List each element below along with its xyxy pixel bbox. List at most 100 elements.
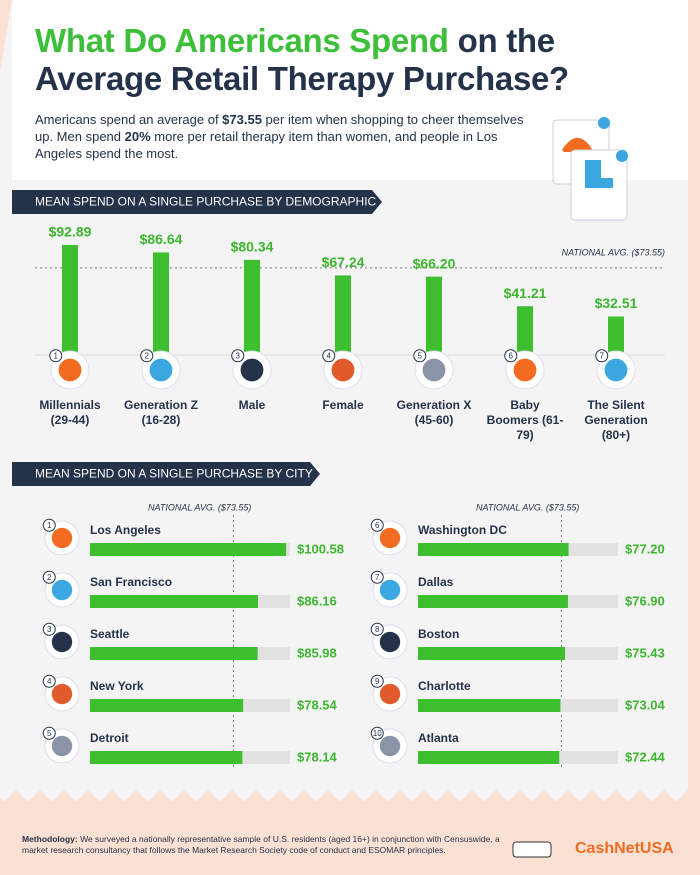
value-label: $86.16: [297, 593, 337, 608]
methodology: Methodology: We surveyed a nationally re…: [22, 834, 502, 856]
rank-label: 4: [47, 677, 52, 686]
bar: [335, 275, 351, 355]
value-label: $80.34: [231, 239, 274, 255]
subtitle-part: Americans spend an average of: [35, 112, 223, 127]
bar: [62, 245, 78, 355]
title: What Do Americans Spend on the Average Re…: [35, 22, 675, 98]
value-label: $66.20: [413, 255, 456, 271]
rank-label: 6: [509, 351, 514, 360]
rank-badge: [42, 570, 56, 584]
icon-figure: [513, 358, 537, 382]
value-label: $85.98: [297, 645, 337, 660]
rank-label: 5: [418, 351, 423, 360]
shoe: [562, 137, 594, 152]
category-label: New York: [90, 679, 144, 693]
bar: [90, 699, 244, 712]
reference-label: NATIONAL AVG. ($73.55): [476, 502, 579, 512]
bar: [608, 316, 624, 355]
reference-label: NATIONAL AVG. ($73.55): [148, 502, 251, 512]
rank-badge: [504, 349, 518, 363]
category-label: Charlotte: [418, 679, 471, 693]
category-label: Washington DC: [418, 523, 507, 537]
subtitle-part: per item when shopping to cheer themselv…: [35, 112, 524, 144]
rank-label: 3: [236, 351, 241, 360]
value-label: $100.58: [297, 541, 344, 556]
rank-badge: [42, 518, 56, 532]
icon-figure: [58, 358, 82, 382]
section-title: MEAN SPEND ON A SINGLE PURCHASE BY DEMOG…: [35, 195, 377, 209]
reference-label: NATIONAL AVG. ($73.55): [562, 247, 665, 257]
category-label: The Silent Generation (80+): [584, 398, 648, 442]
icon-figure: [240, 358, 264, 382]
icon-figure: [149, 358, 173, 382]
plus: [598, 117, 610, 129]
shopping-icon: [552, 117, 628, 221]
rank-badge: [140, 349, 154, 363]
rank-label: 2: [47, 573, 52, 582]
rank-badge: [42, 726, 56, 740]
icon-figure: [51, 631, 73, 653]
icon-figure: [379, 735, 401, 757]
icon-figure: [379, 527, 401, 549]
rank-badge: [370, 674, 384, 688]
icon-figure: [331, 358, 355, 382]
subtitle-part: 20%: [124, 129, 151, 144]
bar: [244, 259, 260, 355]
rank-badge: [322, 349, 336, 363]
title-part: on the Average Retail Therapy Purchase?: [35, 22, 569, 97]
section-banner: [12, 190, 382, 214]
brand: CashNetUSA: [575, 840, 674, 857]
icon-figure: [51, 735, 73, 757]
rank-label: 10: [373, 729, 382, 738]
rank-label: 7: [600, 351, 605, 360]
value-label: $73.04: [625, 697, 666, 712]
bar: [418, 699, 561, 712]
category-label: Dallas: [418, 575, 454, 589]
rank-label: 4: [327, 351, 332, 360]
category-label: Atlanta: [418, 731, 459, 745]
rank-badge: [231, 349, 245, 363]
icon-figure: [51, 683, 73, 705]
icon-figure: [379, 631, 401, 653]
icon-figure: [379, 683, 401, 705]
bar: [90, 595, 259, 608]
value-label: $72.44: [625, 749, 666, 764]
value-label: $67.24: [322, 254, 365, 270]
rank-badge: [413, 349, 427, 363]
plus: [616, 150, 628, 162]
category-label: Seattle: [90, 627, 130, 641]
rank-badge: [42, 674, 56, 688]
icon-figure: [51, 579, 73, 601]
icon-figure: [379, 579, 401, 601]
boot: [585, 160, 613, 188]
bar: [418, 543, 569, 556]
subtitle: Americans spend an average of $73.55 per…: [35, 111, 525, 162]
value-label: $76.90: [625, 593, 665, 608]
methodology-text: We surveyed a nationally representative …: [22, 834, 500, 855]
rank-badge: [49, 349, 63, 363]
rank-badge: [595, 349, 609, 363]
icon-figure: [51, 527, 73, 549]
value-label: $86.64: [140, 231, 183, 247]
category-label: Baby Boomers (61-79): [486, 398, 564, 442]
rank-label: 8: [375, 625, 380, 634]
category-label: Generation Z (16-28): [123, 398, 198, 427]
rank-badge: [370, 622, 384, 636]
bar: [418, 751, 560, 764]
bar: [418, 595, 568, 608]
category-label: Female: [322, 398, 364, 412]
rank-label: 5: [47, 729, 52, 738]
license-badge: [512, 841, 552, 858]
rank-badge: [42, 622, 56, 636]
bar: [90, 751, 243, 764]
value-label: $77.20: [625, 541, 665, 556]
section-banner: [12, 462, 320, 486]
rank-label: 7: [375, 573, 380, 582]
value-label: $41.21: [504, 285, 547, 301]
value-label: $78.14: [297, 749, 338, 764]
rank-label: 1: [47, 521, 52, 530]
methodology-label: Methodology:: [22, 834, 78, 844]
rank-label: 6: [375, 521, 380, 530]
